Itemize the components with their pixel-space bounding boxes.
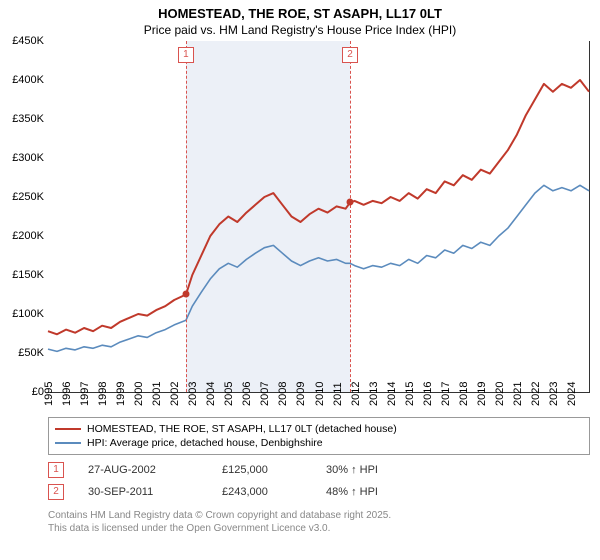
x-axis-label: 2015 xyxy=(404,381,416,405)
x-axis-label: 1999 xyxy=(115,381,127,405)
x-axis-label: 2022 xyxy=(530,381,542,405)
plot-area: £0£50K£100K£150K£200K£250K£300K£350K£400… xyxy=(48,41,590,393)
y-axis-label: £350K xyxy=(12,113,48,125)
chart-title: HOMESTEAD, THE ROE, ST ASAPH, LL17 0LT xyxy=(0,0,600,23)
legend: HOMESTEAD, THE ROE, ST ASAPH, LL17 0LT (… xyxy=(48,417,590,455)
sales-table: 1 27-AUG-2002 £125,000 30% ↑ HPI 2 30-SE… xyxy=(48,459,590,503)
x-axis-label: 1995 xyxy=(43,381,55,405)
x-axis-label: 1997 xyxy=(79,381,91,405)
x-axis-label: 2012 xyxy=(350,381,362,405)
attribution: Contains HM Land Registry data © Crown c… xyxy=(48,509,590,535)
chart-area: £0£50K£100K£150K£200K£250K£300K£350K£400… xyxy=(48,41,590,411)
x-axis-label: 2020 xyxy=(494,381,506,405)
sale-delta: 48% ↑ HPI xyxy=(326,486,378,498)
sale-marker-icon: 1 xyxy=(48,462,64,478)
y-axis-label: £150K xyxy=(12,269,48,281)
sale-date: 27-AUG-2002 xyxy=(88,464,198,476)
x-axis-label: 2014 xyxy=(386,381,398,405)
x-axis-label: 2007 xyxy=(259,381,271,405)
sale-marker-box: 2 xyxy=(342,47,358,63)
sale-price: £125,000 xyxy=(222,464,302,476)
attribution-line: Contains HM Land Registry data © Crown c… xyxy=(48,509,590,522)
x-axis-label: 2006 xyxy=(241,381,253,405)
series-line xyxy=(48,185,589,351)
x-axis-label: 2004 xyxy=(205,381,217,405)
y-axis-label: £300K xyxy=(12,152,48,164)
x-axis-label: 2008 xyxy=(277,381,289,405)
x-axis-label: 2019 xyxy=(476,381,488,405)
sale-marker-line xyxy=(186,41,187,392)
x-axis-label: 2011 xyxy=(332,382,344,406)
series-line xyxy=(48,80,589,334)
x-axis-label: 2000 xyxy=(133,381,145,405)
x-axis-label: 2010 xyxy=(314,381,326,405)
sale-marker-box: 1 xyxy=(178,47,194,63)
sale-marker-icon: 2 xyxy=(48,484,64,500)
x-axis-label: 2017 xyxy=(440,381,452,405)
legend-swatch xyxy=(55,428,81,430)
y-axis-label: £200K xyxy=(12,230,48,242)
legend-label: HPI: Average price, detached house, Denb… xyxy=(87,437,323,449)
y-axis-label: £50K xyxy=(18,347,48,359)
sale-marker-dot xyxy=(182,291,189,298)
sale-delta: 30% ↑ HPI xyxy=(326,464,378,476)
x-axis-label: 2003 xyxy=(187,381,199,405)
x-axis-label: 2023 xyxy=(548,381,560,405)
sale-marker-dot xyxy=(347,199,354,206)
x-axis-label: 2018 xyxy=(458,381,470,405)
x-axis-label: 2024 xyxy=(566,381,578,405)
x-axis-label: 2001 xyxy=(151,381,163,405)
legend-label: HOMESTEAD, THE ROE, ST ASAPH, LL17 0LT (… xyxy=(87,423,397,435)
y-axis-label: £450K xyxy=(12,35,48,47)
sale-row: 1 27-AUG-2002 £125,000 30% ↑ HPI xyxy=(48,459,590,481)
sale-row: 2 30-SEP-2011 £243,000 48% ↑ HPI xyxy=(48,481,590,503)
sale-price: £243,000 xyxy=(222,486,302,498)
x-axis-label: 2021 xyxy=(512,381,524,405)
sale-date: 30-SEP-2011 xyxy=(88,486,198,498)
attribution-line: This data is licensed under the Open Gov… xyxy=(48,522,590,535)
y-axis-label: £400K xyxy=(12,74,48,86)
legend-swatch xyxy=(55,442,81,444)
legend-item: HOMESTEAD, THE ROE, ST ASAPH, LL17 0LT (… xyxy=(55,422,583,436)
x-axis-label: 2005 xyxy=(223,381,235,405)
y-axis-label: £250K xyxy=(12,191,48,203)
x-axis-label: 2009 xyxy=(295,381,307,405)
y-axis-label: £100K xyxy=(12,308,48,320)
chart-subtitle: Price paid vs. HM Land Registry's House … xyxy=(0,23,600,41)
line-series-svg xyxy=(48,41,589,392)
x-axis-label: 1998 xyxy=(97,381,109,405)
legend-item: HPI: Average price, detached house, Denb… xyxy=(55,436,583,450)
sale-marker-line xyxy=(350,41,351,392)
x-axis-label: 2013 xyxy=(368,381,380,405)
x-axis-label: 2002 xyxy=(169,381,181,405)
x-axis-label: 1996 xyxy=(61,381,73,405)
x-axis-label: 2016 xyxy=(422,381,434,405)
